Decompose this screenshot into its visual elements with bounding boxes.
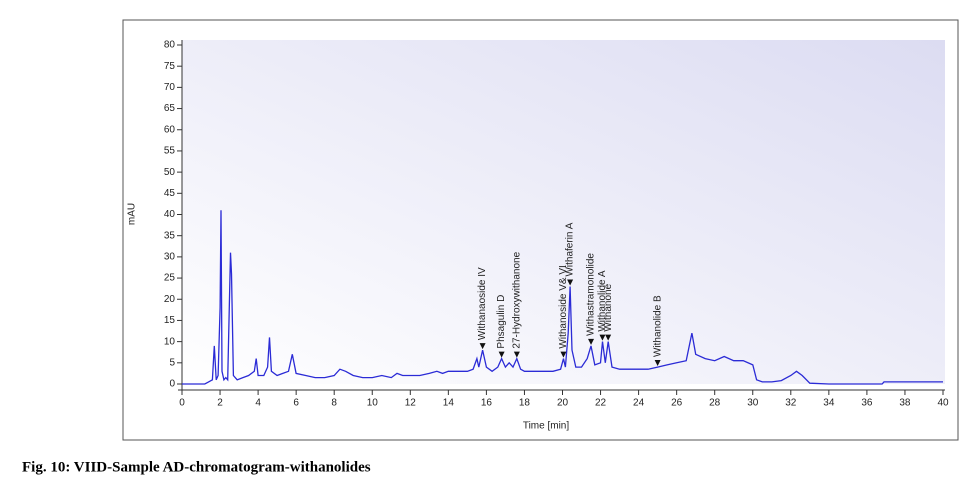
- x-tick-label: 32: [785, 398, 797, 409]
- peak-marker: [599, 334, 606, 341]
- y-tick-label: 15: [164, 315, 176, 326]
- y-tick-label: 5: [169, 357, 175, 368]
- x-tick-label: 4: [255, 398, 261, 409]
- x-tick-label: 28: [709, 398, 721, 409]
- x-tick-label: 16: [481, 398, 493, 409]
- y-tick-label: 80: [164, 40, 176, 51]
- peak-label: Withanone: [603, 283, 614, 331]
- x-tick-label: 36: [861, 398, 873, 409]
- x-tick-label: 26: [671, 398, 683, 409]
- peak-label: 27-Hydroxywithanone: [511, 251, 522, 348]
- caption: Fig. 10: VIID-Sample AD-chromatogram-wit…: [22, 459, 371, 475]
- y-tick-label: 25: [164, 273, 176, 284]
- y-tick-label: 70: [164, 82, 176, 93]
- x-tick-label: 18: [519, 398, 531, 409]
- x-tick-label: 12: [405, 398, 417, 409]
- x-tick-label: 24: [633, 398, 645, 409]
- x-tick-label: 10: [367, 398, 379, 409]
- y-tick-label: 50: [164, 167, 176, 178]
- y-tick-label: 30: [164, 252, 176, 263]
- peak-label: Withaferin A: [565, 222, 576, 276]
- peak-label: Withanolide B: [652, 295, 663, 357]
- y-tick-label: 75: [164, 61, 176, 72]
- peak-marker: [588, 338, 595, 345]
- y-tick-label: 10: [164, 336, 176, 347]
- y-tick-label: 65: [164, 103, 176, 114]
- x-axis-label: Time [min]: [523, 421, 570, 432]
- peak-marker: [560, 351, 567, 358]
- peak-label: Withanoside V& VI: [558, 265, 569, 348]
- peak-label: Withastramonolide: [586, 253, 597, 336]
- plot-area: [182, 40, 945, 384]
- peak-label: Phsagulin D: [496, 295, 507, 349]
- y-tick-label: 20: [164, 294, 176, 305]
- signal-line: [182, 210, 943, 385]
- x-tick-label: 8: [331, 398, 337, 409]
- x-tick-label: 40: [937, 398, 949, 409]
- x-tick-label: 38: [899, 398, 911, 409]
- x-tick-label: 6: [293, 398, 299, 409]
- y-tick-label: 45: [164, 188, 176, 199]
- x-tick-label: 30: [747, 398, 759, 409]
- peak-marker: [654, 360, 661, 367]
- peak-marker: [567, 279, 574, 286]
- peak-marker: [513, 351, 520, 358]
- y-tick-label: 40: [164, 209, 176, 220]
- y-tick-label: 60: [164, 124, 176, 135]
- peak-label: Withanaoside IV: [477, 267, 488, 340]
- y-tick-label: 35: [164, 230, 176, 241]
- peak-marker: [605, 334, 612, 341]
- y-axis-label: mAU: [127, 203, 138, 225]
- x-tick-label: 0: [179, 398, 185, 409]
- peak-marker: [479, 343, 486, 350]
- x-tick-label: 22: [595, 398, 607, 409]
- x-tick-label: 34: [823, 398, 835, 409]
- y-tick-label: 0: [169, 379, 175, 390]
- x-tick-label: 2: [217, 398, 223, 409]
- peak-marker: [498, 351, 505, 358]
- x-tick-label: 14: [443, 398, 455, 409]
- peak-label: Withanolide A: [597, 270, 608, 331]
- y-tick-label: 55: [164, 146, 176, 157]
- x-tick-label: 20: [557, 398, 569, 409]
